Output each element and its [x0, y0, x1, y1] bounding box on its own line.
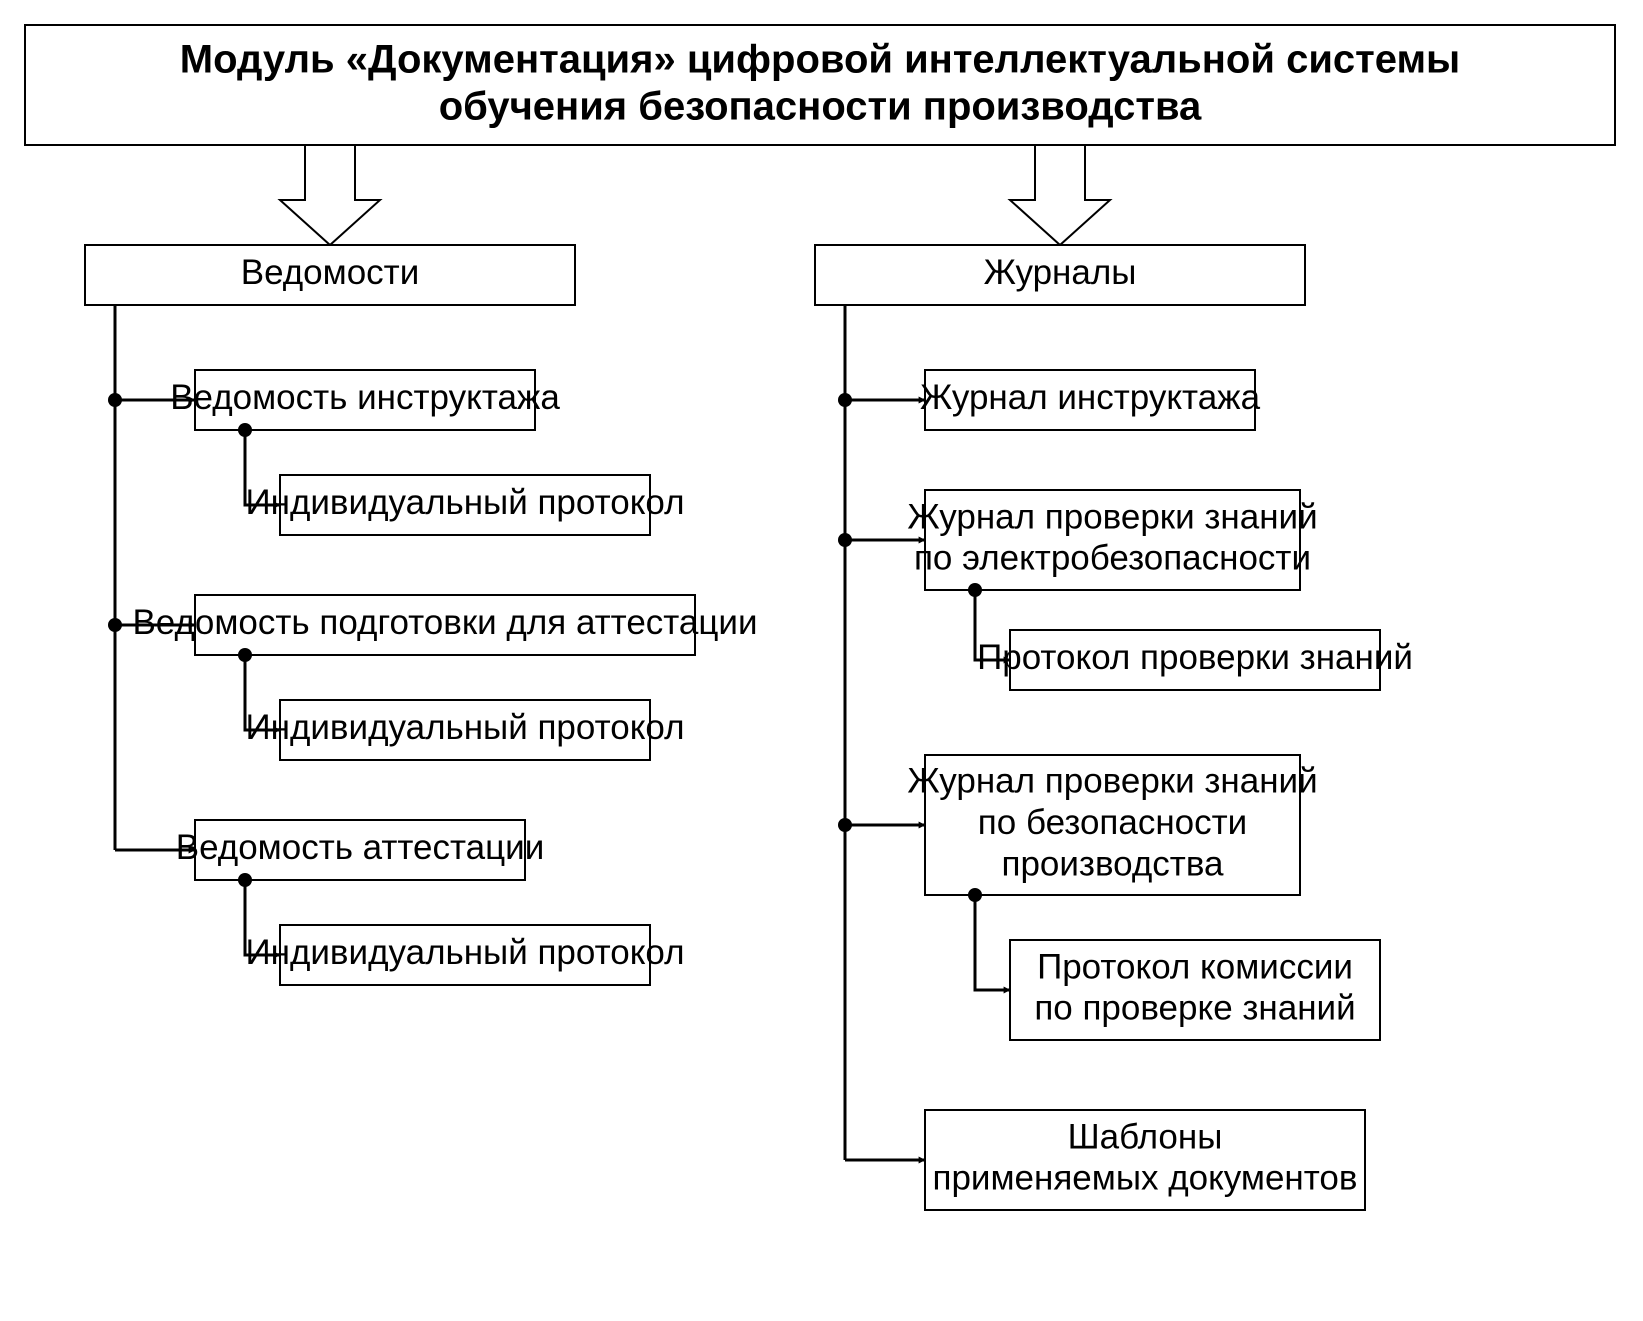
edge — [975, 895, 1010, 990]
node-zhurnaly-0-label: Журнал инструктажа — [920, 378, 1261, 417]
node-vedomosti-1-label: Ведомость подготовки для аттестации — [132, 603, 757, 642]
node-vedomosti-1-child-label: Индивидуальный протокол — [245, 708, 684, 747]
junction-dot — [838, 818, 852, 832]
node-zhurnaly-1-child-label: Протокол проверки знаний — [977, 638, 1413, 677]
branch-header-vedomosti-label: Ведомости — [241, 253, 420, 292]
junction-dot — [838, 393, 852, 407]
node-vedomosti-0-child-label: Индивидуальный протокол — [245, 483, 684, 522]
junction-dot — [108, 393, 122, 407]
big-arrow-icon — [1010, 145, 1110, 245]
node-vedomosti-2-label: Ведомость аттестации — [176, 828, 545, 867]
node-vedomosti-2-child-label: Индивидуальный протокол — [245, 933, 684, 972]
node-vedomosti-0-label: Ведомость инструктажа — [170, 378, 560, 417]
flowchart-canvas: Модуль «Документация» цифровой интеллект… — [0, 0, 1643, 1321]
junction-dot — [838, 533, 852, 547]
big-arrow-icon — [280, 145, 380, 245]
junction-dot — [108, 618, 122, 632]
branch-header-zhurnaly-label: Журналы — [984, 253, 1137, 292]
